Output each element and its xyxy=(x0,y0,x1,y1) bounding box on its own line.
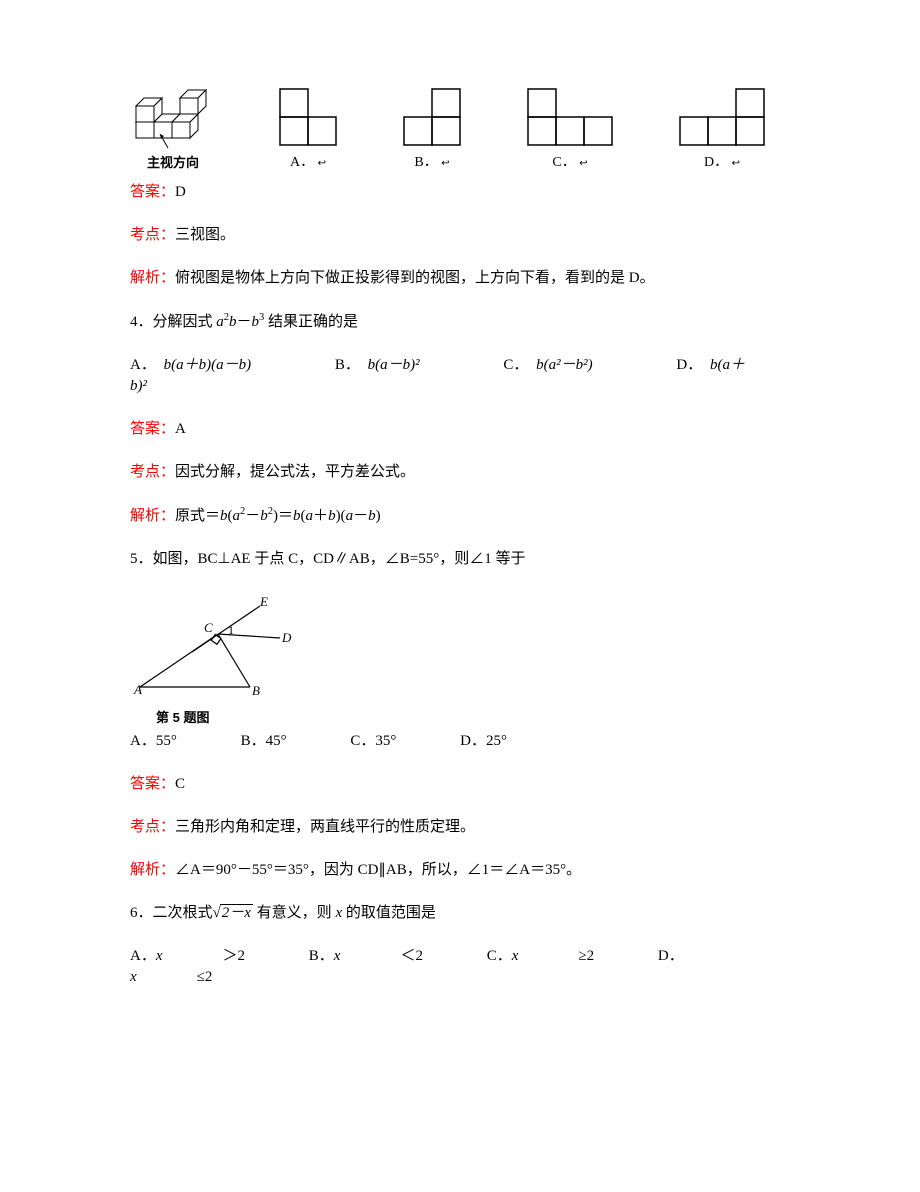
q3-topic: 考点：三视图。 xyxy=(130,225,790,246)
answer-value: C xyxy=(175,776,185,792)
analysis-value: ∠A＝90°－55°＝35°，因为 CD∥AB，所以，∠1＝∠A＝35°。 xyxy=(175,862,581,878)
iso-label: 主视方向 xyxy=(130,154,216,172)
q5-opt-a: A．55° xyxy=(130,733,177,749)
q3-label-d: D． xyxy=(704,155,728,170)
q4-topic: 考点：因式分解，提公式法，平方差公式。 xyxy=(130,462,790,483)
analysis-label: 解析： xyxy=(130,508,175,524)
q5-options: A．55° B．45° C．35° D．25° xyxy=(130,731,790,752)
analysis-text: 原式＝b(a2－b2)＝b(a＋b)(a－b) xyxy=(175,508,381,524)
answer-value: D xyxy=(175,184,186,200)
q5-analysis: 解析：∠A＝90°－55°＝35°，因为 CD∥AB，所以，∠1＝∠A＝35°。 xyxy=(130,860,790,881)
q5-opt-c: C．35° xyxy=(350,733,396,749)
answer-value: A xyxy=(175,421,186,437)
q3-figures: 主视方向 A． ↩ B． ↩ C． ↩ D． xyxy=(130,80,790,172)
q5-figure: A B C D E 1 第 5 题图 xyxy=(130,592,790,727)
q6-pre: 6．二次根式 xyxy=(130,905,213,921)
svg-text:E: E xyxy=(259,594,268,609)
svg-text:1: 1 xyxy=(228,623,234,637)
topic-value: 因式分解，提公式法，平方差公式。 xyxy=(175,464,415,480)
q5-topic: 考点：三角形内角和定理，两直线平行的性质定理。 xyxy=(130,817,790,838)
analysis-label: 解析： xyxy=(130,862,175,878)
q3-opt-b: B． ↩ xyxy=(400,85,464,173)
svg-text:A: A xyxy=(133,682,142,697)
q3-answer: 答案：D xyxy=(130,182,790,203)
q4-options: A． b(a＋b)(a－b) B． b(a－b)² C． b(a²－b²) D．… xyxy=(130,355,790,397)
q4-opt-a: A． b(a＋b)(a－b) xyxy=(130,357,291,373)
svg-text:B: B xyxy=(252,683,260,698)
topic-label: 考点： xyxy=(130,819,175,835)
q3-isometric: 主视方向 xyxy=(130,80,216,172)
q4-opt-b: B． b(a－b)² xyxy=(335,357,460,373)
topic-label: 考点： xyxy=(130,227,175,243)
q3-label-a: A． xyxy=(290,155,314,170)
analysis-label: 解析： xyxy=(130,270,175,286)
svg-text:D: D xyxy=(281,630,292,645)
answer-label: 答案： xyxy=(130,421,175,437)
q4-answer: 答案：A xyxy=(130,419,790,440)
q4-analysis: 解析：原式＝b(a2－b2)＝b(a＋b)(a－b) xyxy=(130,505,790,527)
sqrt-icon: 2－x xyxy=(213,903,253,924)
q3-label-b: B． xyxy=(414,155,437,170)
answer-label: 答案： xyxy=(130,776,175,792)
q4-stem: 4．分解因式 a2b－b3 结果正确的是 xyxy=(130,311,790,333)
q6-post: 有意义，则 x 的取值范围是 xyxy=(253,905,436,921)
topic-value: 三角形内角和定理，两直线平行的性质定理。 xyxy=(175,819,475,835)
answer-label: 答案： xyxy=(130,184,175,200)
q5-fig-caption: 第 5 题图 xyxy=(156,709,790,727)
q6-opt-a: A．x＞2 xyxy=(130,948,245,964)
q3-opt-c: C． ↩ xyxy=(524,85,616,173)
q3-opt-d: D． ↩ xyxy=(676,85,768,173)
q3-analysis: 解析：俯视图是物体上方向下做正投影得到的视图，上方向下看，看到的是 D。 xyxy=(130,268,790,289)
q4-opt-c: C． b(a²－b²) xyxy=(503,357,632,373)
q6-opt-c: C．x≥2 xyxy=(487,948,594,964)
q6-options: A．x＞2 B．x＜2 C．x≥2 D．x≤2 xyxy=(130,946,790,988)
svg-text:C: C xyxy=(204,620,213,635)
q5-answer: 答案：C xyxy=(130,774,790,795)
topic-label: 考点： xyxy=(130,464,175,480)
topic-value: 三视图。 xyxy=(175,227,235,243)
q3-label-c: C． xyxy=(552,155,575,170)
q6-stem: 6．二次根式2－x 有意义，则 x 的取值范围是 xyxy=(130,903,790,924)
q6-opt-b: B．x＜2 xyxy=(309,948,423,964)
q5-stem: 5．如图，BC⊥AE 于点 C，CD∥AB，∠B=55°，则∠1 等于 xyxy=(130,549,790,570)
analysis-value: 俯视图是物体上方向下做正投影得到的视图，上方向下看，看到的是 D。 xyxy=(175,270,655,286)
q5-opt-d: D．25° xyxy=(460,733,507,749)
q3-opt-a: A． ↩ xyxy=(276,85,340,173)
q5-opt-b: B．45° xyxy=(241,733,287,749)
